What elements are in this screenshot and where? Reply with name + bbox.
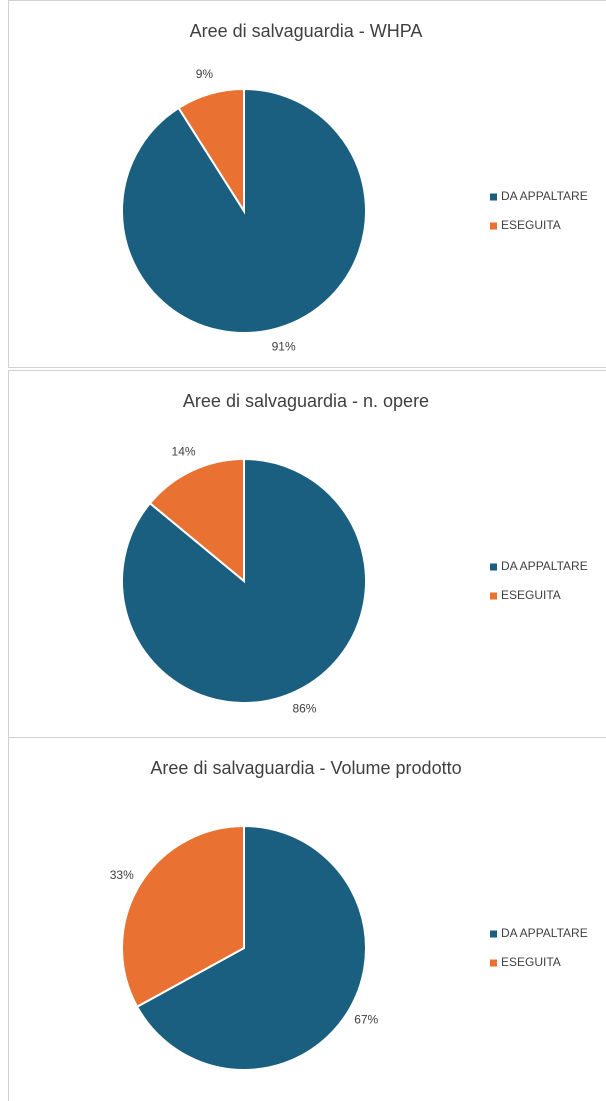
panel [8,0,606,368]
data-label: 14% [172,445,196,459]
legend-label: ESEGUITA [501,218,561,232]
data-label: 33% [110,868,134,882]
pie-slice [121,824,245,1009]
chart-title: Aree di salvaguardia - n. opere [183,391,429,411]
pie-slice [177,87,245,215]
legend-swatch [490,930,497,938]
data-label: 67% [354,1012,378,1026]
legend-label: DA APPALTARE [501,189,588,203]
chart-title: Aree di salvaguardia - WHPA [190,21,423,41]
legend-swatch [490,563,497,571]
legend-label: ESEGUITA [501,955,561,969]
legend-swatch [490,222,497,230]
legend-label: DA APPALTARE [501,926,588,940]
pie-slice [148,457,245,584]
chart-title: Aree di salvaguardia - Volume prodotto [150,758,461,778]
legend-label: ESEGUITA [501,588,561,602]
data-label: 91% [272,340,296,354]
data-label: 9% [196,67,214,81]
pie-slice [135,824,367,1071]
data-label: 86% [292,702,316,716]
legend-swatch [490,193,497,201]
panel [8,737,606,1101]
legend-swatch [490,959,497,967]
legend-swatch [490,592,497,600]
legend-label: DA APPALTARE [501,559,588,573]
